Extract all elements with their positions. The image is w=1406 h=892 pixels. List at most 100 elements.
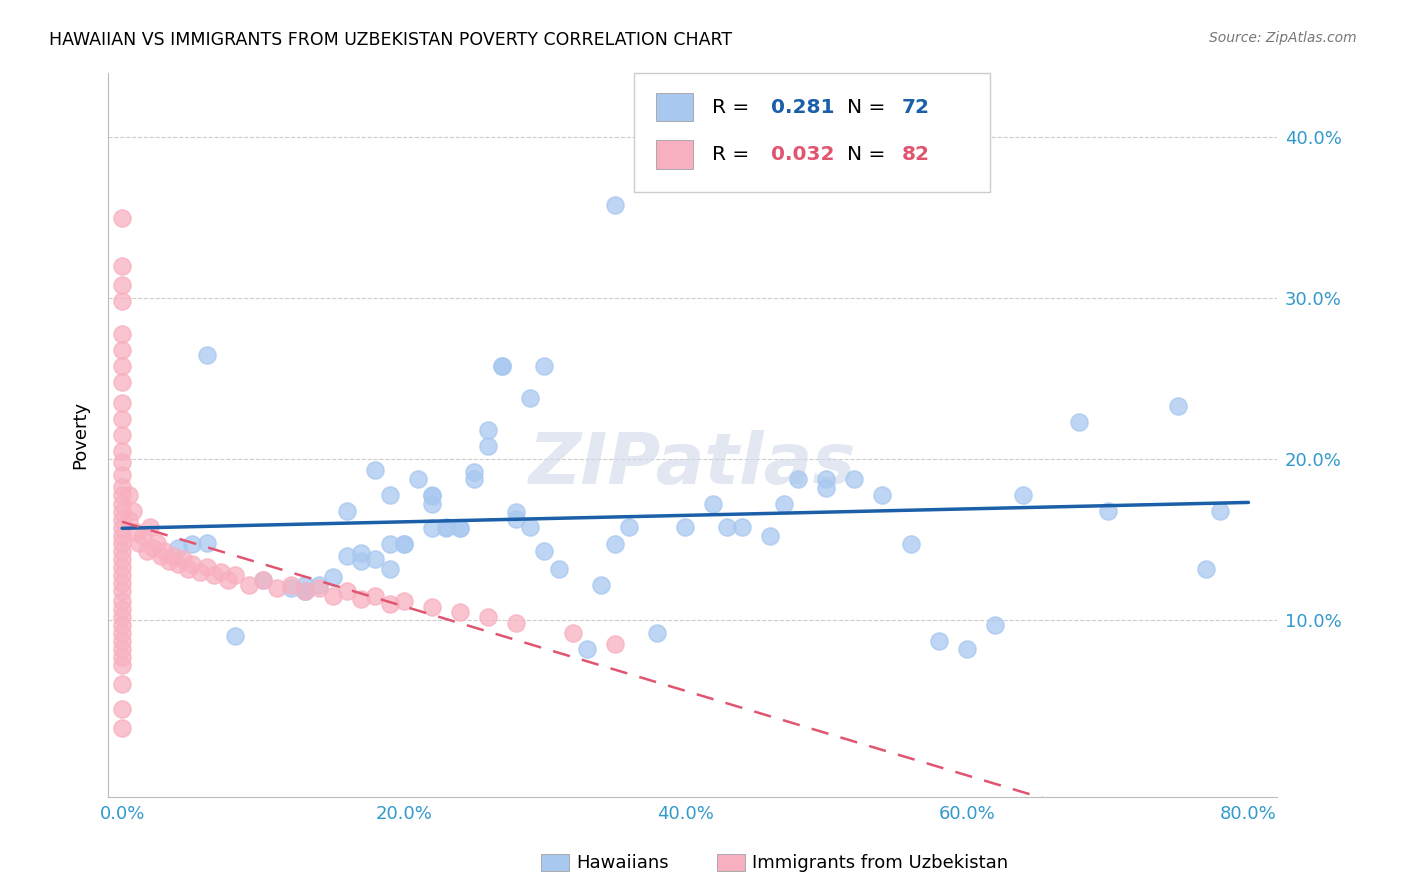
Point: [111, 428, 134, 442]
Point: [111, 701, 134, 715]
Point: [111, 544, 134, 558]
Point: [294, 578, 316, 592]
Point: [420, 600, 443, 615]
Point: [111, 584, 134, 599]
Point: [280, 578, 302, 592]
Point: [209, 565, 232, 579]
Point: [928, 634, 950, 648]
Point: [420, 521, 443, 535]
Point: [900, 537, 922, 551]
Point: [547, 561, 569, 575]
Text: 72: 72: [901, 97, 929, 117]
Text: 0.281: 0.281: [770, 97, 834, 117]
Point: [702, 497, 724, 511]
Point: [575, 642, 598, 657]
Point: [111, 375, 134, 389]
Point: [1097, 504, 1119, 518]
Text: ZIPatlas: ZIPatlas: [529, 430, 856, 499]
Point: [266, 581, 288, 595]
Point: [111, 278, 134, 293]
Point: [111, 497, 134, 511]
Point: [111, 396, 134, 410]
Point: [142, 541, 165, 555]
Text: 0.032: 0.032: [770, 145, 834, 163]
Point: [188, 565, 211, 579]
Point: [294, 584, 316, 599]
Point: [1195, 561, 1218, 575]
Point: [111, 487, 134, 501]
Point: [420, 487, 443, 501]
Point: [434, 521, 457, 535]
Point: [111, 568, 134, 582]
Point: [181, 557, 204, 571]
Point: [392, 537, 415, 551]
Point: [111, 326, 134, 341]
Point: [449, 605, 471, 619]
Point: [111, 626, 134, 640]
Point: [139, 520, 162, 534]
Point: [111, 658, 134, 673]
Point: [322, 589, 344, 603]
Point: [463, 465, 485, 479]
Point: [673, 520, 696, 534]
Point: [153, 544, 176, 558]
Point: [406, 471, 429, 485]
Point: [392, 537, 415, 551]
Point: [984, 618, 1007, 632]
Text: R =: R =: [713, 97, 756, 117]
Point: [111, 552, 134, 566]
Point: [1209, 504, 1232, 518]
Point: [603, 198, 626, 212]
Point: [519, 520, 541, 534]
Point: [122, 504, 145, 518]
Point: [786, 471, 808, 485]
Text: Source: ZipAtlas.com: Source: ZipAtlas.com: [1209, 31, 1357, 45]
Point: [378, 537, 401, 551]
Point: [132, 529, 155, 543]
Point: [118, 513, 141, 527]
Point: [111, 359, 134, 373]
Text: Immigrants from Uzbekistan: Immigrants from Uzbekistan: [752, 854, 1008, 871]
Point: [491, 359, 513, 373]
Point: [815, 481, 838, 495]
Point: [125, 524, 148, 539]
Point: [434, 520, 457, 534]
Point: [322, 570, 344, 584]
Point: [177, 561, 200, 575]
Point: [730, 520, 752, 534]
Point: [195, 536, 218, 550]
Text: 82: 82: [901, 145, 929, 163]
Point: [224, 629, 246, 643]
Point: [716, 520, 738, 534]
Point: [350, 545, 373, 559]
Point: [378, 561, 401, 575]
Point: [162, 549, 184, 563]
Point: [111, 513, 134, 527]
Point: [111, 259, 134, 273]
Point: [392, 594, 415, 608]
Point: [195, 560, 218, 574]
Point: [224, 568, 246, 582]
Point: [181, 537, 204, 551]
Point: [111, 343, 134, 357]
Point: [505, 505, 527, 519]
Point: [294, 584, 316, 599]
Point: [111, 455, 134, 469]
Point: [758, 529, 780, 543]
Point: [128, 536, 150, 550]
Point: [603, 537, 626, 551]
Point: [111, 576, 134, 591]
Point: [111, 560, 134, 574]
Point: [111, 468, 134, 483]
Point: [772, 497, 794, 511]
Point: [491, 359, 513, 373]
Point: [195, 348, 218, 362]
Point: [252, 573, 274, 587]
Point: [350, 592, 373, 607]
Point: [1167, 399, 1189, 413]
Point: [533, 359, 555, 373]
Point: [150, 549, 173, 563]
Point: [477, 439, 499, 453]
Point: [167, 541, 190, 555]
Point: [589, 578, 612, 592]
